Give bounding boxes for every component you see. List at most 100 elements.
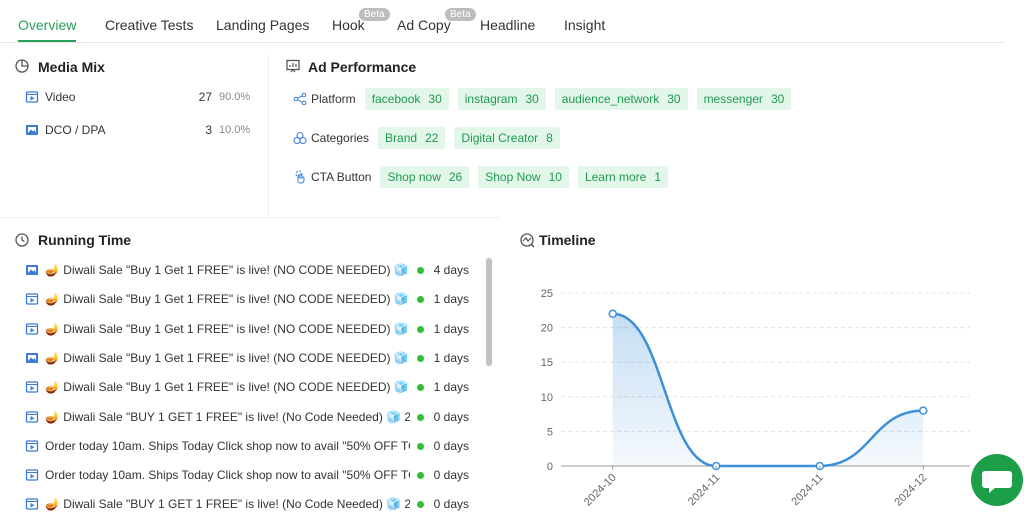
duration: 1 days bbox=[433, 292, 469, 307]
tag-row: Categories Brand 22 Digital Creator 8 bbox=[311, 127, 560, 149]
tab[interactable]: Creative Tests bbox=[105, 17, 194, 33]
duration: 1 days bbox=[433, 380, 469, 395]
tag-count: 1 bbox=[654, 170, 662, 184]
scrollbar[interactable] bbox=[486, 258, 492, 366]
tab[interactable]: Hook bbox=[332, 17, 365, 33]
tag-name: messenger bbox=[703, 92, 763, 106]
tag-name: Digital Creator bbox=[461, 131, 539, 145]
image-icon bbox=[26, 265, 38, 275]
y-tick-label: 20 bbox=[541, 323, 553, 335]
ad-text: 🪔 Diwali Sale "Buy 1 Get 1 FREE" is live… bbox=[45, 321, 410, 336]
beta-badge: Beta bbox=[445, 8, 476, 21]
section-title: Media Mix bbox=[38, 59, 105, 75]
tag[interactable]: messenger 30 bbox=[696, 88, 792, 110]
ad-text: Order today 10am. Ships Today Click shop… bbox=[45, 438, 410, 453]
chat-icon bbox=[982, 471, 1012, 493]
media-count: 3 bbox=[205, 123, 212, 137]
tag-count: 22 bbox=[425, 131, 439, 145]
video-icon bbox=[25, 381, 39, 393]
media-percent: 90.0% bbox=[219, 91, 251, 103]
tab-divider bbox=[0, 42, 1005, 43]
ad-text: 🪔 Diwali Sale "Buy 1 Get 1 FREE" is live… bbox=[45, 380, 410, 395]
tag-count: 30 bbox=[525, 92, 539, 106]
tag-count: 26 bbox=[448, 170, 463, 184]
share-icon bbox=[293, 92, 307, 106]
tab[interactable]: Insight bbox=[564, 17, 606, 33]
duration: 0 days bbox=[433, 409, 469, 424]
tag[interactable]: Brand 22 bbox=[378, 127, 446, 149]
group-label: Platform bbox=[311, 92, 356, 106]
chat-button[interactable] bbox=[971, 454, 1023, 506]
tag[interactable]: audience_network 30 bbox=[554, 88, 688, 110]
tab[interactable]: Headline bbox=[480, 17, 536, 33]
group-label: CTA Button bbox=[311, 170, 372, 184]
video-icon bbox=[25, 440, 39, 452]
beta-badge: Beta bbox=[359, 8, 390, 21]
tag[interactable]: Digital Creator 8 bbox=[454, 127, 560, 149]
timeline-icon bbox=[520, 233, 535, 248]
duration: 4 days bbox=[433, 263, 469, 277]
status-dot bbox=[417, 384, 424, 392]
tag-name: instagram bbox=[464, 92, 518, 106]
video-icon bbox=[25, 469, 39, 481]
x-tick-label: 2024-10 bbox=[582, 472, 619, 509]
status-dot bbox=[417, 267, 424, 274]
media-label: DCO / DPA bbox=[45, 123, 106, 137]
tag-count: 30 bbox=[770, 92, 785, 106]
section-title: Timeline bbox=[539, 232, 596, 248]
ad-text: 🪔 Diwali Sale "Buy 1 Get 1 FREE" is live… bbox=[45, 350, 410, 365]
point bbox=[919, 406, 928, 415]
tag-count: 8 bbox=[546, 131, 553, 145]
hand-icon bbox=[295, 170, 305, 184]
ad-text: 🪔 Diwali Sale "Buy 1 Get 1 FREE" is live… bbox=[45, 263, 410, 277]
y-tick-label: 0 bbox=[547, 461, 553, 473]
tag[interactable]: facebook 30 bbox=[364, 88, 449, 110]
status-dot bbox=[417, 413, 424, 421]
duration: 0 days bbox=[433, 438, 469, 453]
duration: 1 days bbox=[433, 350, 469, 365]
status-dot bbox=[417, 501, 424, 509]
tag-name: Shop now bbox=[387, 170, 441, 184]
image-icon bbox=[26, 352, 38, 363]
duration: 0 days bbox=[433, 468, 469, 483]
group-label: Categories bbox=[311, 131, 370, 145]
y-tick-label: 10 bbox=[541, 392, 553, 404]
cats-icon bbox=[293, 132, 307, 144]
ad-text: 🪔 Diwali Sale "Buy 1 Get 1 FREE" is live… bbox=[45, 292, 410, 307]
x-tick-label: 2024-11 bbox=[686, 472, 722, 508]
x-tick-label: 2024-12 bbox=[892, 472, 929, 509]
tag[interactable]: instagram 30 bbox=[457, 88, 546, 110]
tab[interactable]: Ad Copy bbox=[397, 17, 451, 33]
video-icon bbox=[25, 293, 39, 305]
tab[interactable]: Landing Pages bbox=[216, 17, 310, 33]
tag-name: Learn more bbox=[584, 170, 647, 184]
tag-count: 30 bbox=[667, 92, 681, 106]
tag[interactable]: Learn more 1 bbox=[577, 166, 669, 188]
media-count: 27 bbox=[198, 90, 212, 104]
status-dot bbox=[417, 325, 424, 333]
status-dot bbox=[417, 354, 424, 362]
tab[interactable]: Overview bbox=[18, 17, 77, 33]
media-percent: 10.0% bbox=[219, 124, 251, 136]
y-tick-label: 15 bbox=[541, 357, 553, 369]
pie-icon bbox=[15, 59, 29, 73]
tag[interactable]: Shop Now 10 bbox=[478, 166, 569, 188]
image-icon bbox=[26, 125, 38, 135]
duration: 0 days bbox=[433, 497, 469, 512]
media-label: Video bbox=[45, 90, 76, 104]
clock-icon bbox=[15, 233, 29, 247]
tag[interactable]: Shop now 26 bbox=[380, 166, 470, 188]
status-dot bbox=[417, 296, 424, 304]
panel-divider bbox=[268, 55, 269, 215]
tag-row: Platform facebook 30 instagram 30 audience_ne… bbox=[311, 88, 792, 110]
video-icon bbox=[25, 91, 39, 103]
board-icon bbox=[286, 59, 300, 73]
y-tick-label: 5 bbox=[547, 426, 553, 438]
active-tab-underline bbox=[18, 40, 76, 42]
panel-divider bbox=[0, 217, 500, 218]
video-icon bbox=[25, 322, 39, 335]
ad-text: 🪔 Diwali Sale "BUY 1 GET 1 FREE" is live… bbox=[45, 409, 410, 424]
duration: 1 days bbox=[433, 321, 469, 336]
section-title: Ad Performance bbox=[308, 59, 417, 75]
status-dot bbox=[417, 442, 424, 450]
